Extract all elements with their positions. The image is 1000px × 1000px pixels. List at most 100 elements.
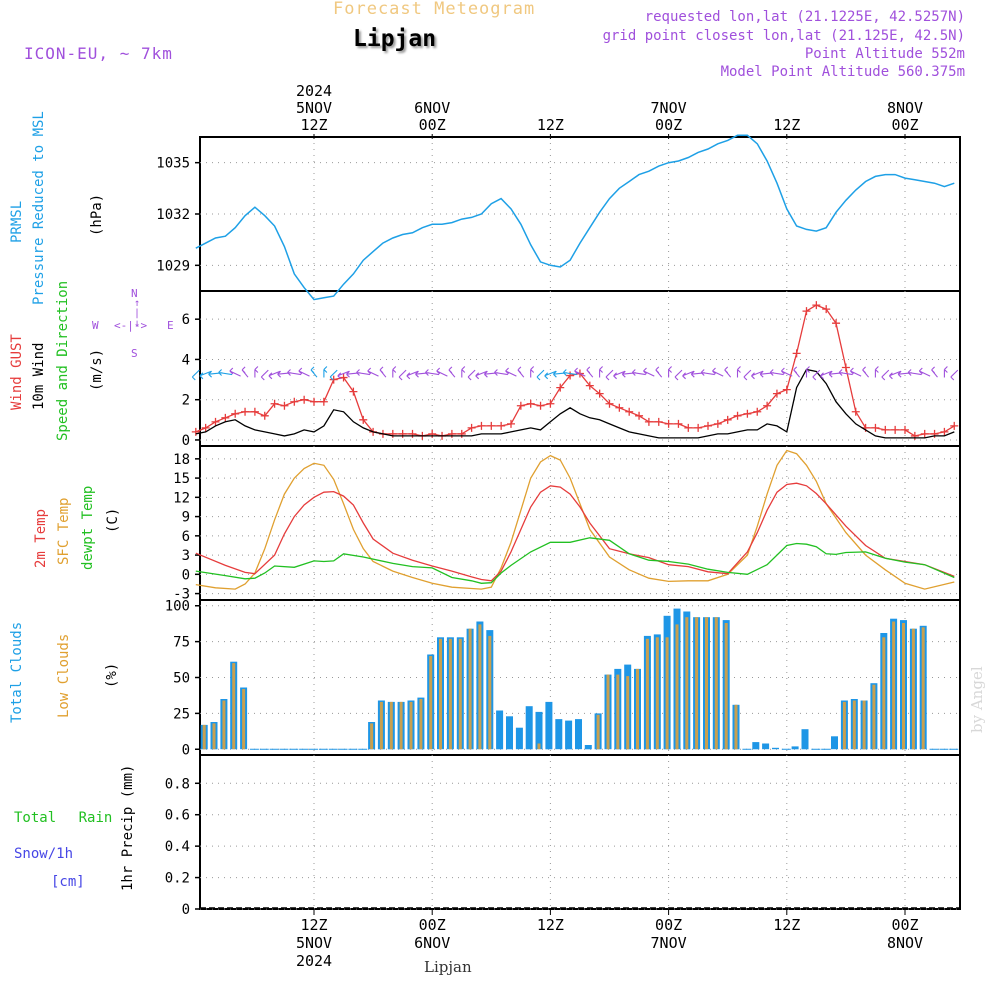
- total-cloud-bar: [575, 719, 582, 750]
- gust-point: [428, 429, 437, 438]
- temp-ytick-label: 15: [173, 471, 190, 487]
- temp-ytick-label: 18: [173, 452, 190, 468]
- total-cloud-bar: [762, 743, 770, 750]
- low-cloud-bar: [409, 701, 413, 750]
- low-cloud-bar: [429, 656, 433, 750]
- temp2m-line: [195, 482, 955, 582]
- wind-direction-arrow: [536, 369, 545, 381]
- low-cloud-bar: [842, 701, 846, 750]
- low-cloud-bar: [695, 617, 699, 750]
- bottom-time-label: 00Z: [419, 916, 446, 934]
- compass-s: S: [131, 347, 138, 360]
- wind-direction-arrow: [517, 366, 525, 378]
- gust-point: [329, 375, 338, 384]
- total-cloud-bar: [801, 729, 809, 750]
- top-time-label: 12Z: [300, 116, 327, 134]
- wind-direction-arrow: [562, 369, 577, 376]
- compass-e: E: [167, 319, 174, 332]
- compass-vertical-arrow: ↑ | ↓: [134, 298, 141, 329]
- wind-ytick-label: 2: [182, 393, 190, 409]
- total-label: Total: [14, 810, 57, 826]
- top-time-label: 5NOV: [296, 99, 332, 117]
- low-cloud-bar: [882, 637, 886, 750]
- gust-point: [950, 421, 959, 430]
- temp-ytick-label: -3: [173, 587, 190, 603]
- total-cloud-bar: [584, 745, 592, 750]
- total-cloud-bar: [555, 719, 563, 750]
- grid-point-coords: grid point closest lon,lat (21.125E, 42.…: [602, 28, 965, 44]
- low-cloud-bar: [202, 724, 206, 750]
- wind-direction-arrow: [631, 369, 646, 376]
- wind-direction-arrow: [530, 366, 535, 378]
- precip-ytick-label: 0.6: [165, 808, 190, 824]
- wind-direction-arrow: [406, 370, 419, 380]
- bottom-time-label: 12Z: [300, 916, 327, 934]
- wind-direction-arrow: [574, 367, 586, 377]
- wind-direction-arrow: [850, 367, 862, 377]
- total-cloud-bar: [831, 736, 838, 750]
- bottom-time-label: 00Z: [655, 916, 682, 934]
- wind-ytick-label: 6: [182, 312, 190, 328]
- precip-ytick-label: 0.8: [165, 776, 190, 792]
- low-cloud-bar: [212, 723, 216, 750]
- total-cloud-bar: [772, 747, 779, 750]
- gust-point: [694, 423, 703, 432]
- gust-point: [487, 421, 496, 430]
- gust-point: [536, 401, 545, 410]
- gust-point: [566, 371, 575, 380]
- low-cloud-bar: [478, 624, 482, 750]
- gust-point: [319, 397, 328, 406]
- gust-point: [635, 411, 644, 420]
- gust-point: [300, 395, 309, 404]
- gust-point: [920, 429, 929, 438]
- wind-direction-arrow: [467, 369, 476, 381]
- gust-point: [398, 429, 407, 438]
- low-cloud-bar: [636, 668, 639, 750]
- temp-ytick-label: 12: [173, 490, 190, 506]
- low-cloud-bar: [675, 624, 679, 750]
- gust-point: [871, 423, 880, 432]
- low-cloud-bar: [734, 704, 738, 750]
- gust-point: [664, 419, 673, 428]
- wind-ytick-label: 4: [182, 352, 190, 368]
- clouds-ytick-label: 25: [173, 706, 190, 722]
- wind-direction-arrow: [191, 369, 200, 381]
- top-time-label: 8NOV: [887, 99, 923, 117]
- wind-direction-arrow: [260, 369, 269, 381]
- wind-direction-arrow: [668, 366, 672, 378]
- clouds-ytick-label: 100: [165, 599, 190, 615]
- gust-point: [201, 423, 210, 432]
- low-cloud-bar: [862, 700, 866, 750]
- pressure-ytick-label: 1035: [156, 156, 190, 172]
- gust-point: [605, 399, 614, 408]
- low-cloud-bar: [468, 628, 472, 750]
- wind-ytick-label: 0: [182, 433, 190, 449]
- wind-direction-arrow: [337, 370, 350, 380]
- wind-direction-arrow: [475, 370, 488, 380]
- wind-direction-arrow: [812, 369, 821, 381]
- low-cloud-bar: [232, 663, 236, 750]
- wind-direction-arrow: [199, 370, 212, 380]
- low-cloud-bar: [370, 723, 374, 750]
- bottom-time-label: 8NOV: [887, 934, 923, 952]
- wind-direction-arrow: [218, 369, 233, 376]
- top-time-label: 7NOV: [651, 99, 687, 117]
- low-cloud-bar: [419, 699, 423, 750]
- precip-ytick-label: 0.2: [165, 871, 190, 887]
- temp-ytick-label: 0: [182, 567, 190, 583]
- low-cloud-bar: [222, 700, 226, 750]
- gust-point: [221, 413, 230, 422]
- wind-direction-arrow: [586, 366, 594, 378]
- low-cloud-bar: [389, 701, 393, 750]
- precip-panel: 0 0.2 0.4 0.6 0.8: [165, 754, 961, 918]
- wind-direction-arrow: [805, 366, 810, 378]
- gust-point: [250, 407, 259, 416]
- top-time-label: 00Z: [655, 116, 682, 134]
- gust-point: [674, 419, 683, 428]
- gust-point: [388, 429, 397, 438]
- gust-point: [822, 305, 831, 314]
- wind-direction-arrow: [874, 366, 879, 378]
- gust-point: [782, 385, 791, 394]
- wind-direction-arrow: [605, 369, 614, 381]
- wind-direction-arrow: [769, 369, 784, 376]
